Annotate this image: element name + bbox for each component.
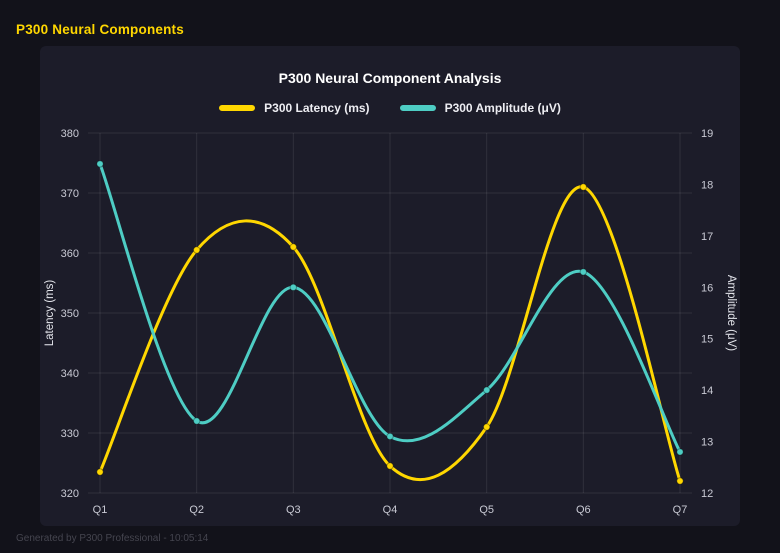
x-axis-tick: Q1 [93, 504, 108, 516]
left-axis-title: Latency (ms) [44, 280, 56, 347]
x-axis-tick: Q6 [576, 504, 591, 516]
y-axis-right-tick: 13 [701, 437, 713, 449]
x-axis-tick: Q5 [479, 504, 494, 516]
data-point[interactable] [193, 417, 201, 425]
y-axis-left-tick: 330 [61, 428, 79, 440]
y-axis-right-tick: 14 [701, 385, 713, 397]
chart-title: P300 Neural Component Analysis [278, 70, 502, 86]
data-point[interactable] [676, 448, 684, 456]
data-point[interactable] [579, 268, 587, 276]
data-point[interactable] [386, 432, 394, 441]
y-axis-right-tick: 16 [701, 282, 713, 294]
data-point[interactable] [289, 283, 298, 292]
right-axis-title: Amplitude (μV) [725, 275, 737, 351]
line-chart: 320 330 340 350 360 370 380 12 13 14 15 16 17 18 19 Q1 Q… [44, 128, 737, 516]
legend-marker [399, 105, 436, 111]
y-axis-left-tick: 350 [61, 308, 79, 320]
y-axis-left-tick: 340 [61, 368, 79, 380]
data-point[interactable] [676, 477, 684, 485]
page-title: P300 Neural Components [16, 22, 184, 37]
x-axis-tick: Q4 [383, 504, 398, 516]
data-point[interactable] [579, 183, 587, 191]
data-point[interactable] [289, 243, 298, 251]
data-point[interactable] [386, 462, 394, 470]
data-point[interactable] [96, 160, 104, 168]
x-axis-tick: Q2 [189, 504, 204, 516]
chart-panel: P300 Neural Component Analysis P300 Late… [40, 46, 740, 526]
y-axis-left-tick: 360 [61, 248, 79, 260]
y-axis-right-tick: 17 [701, 231, 713, 243]
x-axis-tick: Q7 [673, 504, 688, 516]
legend-marker [219, 105, 256, 111]
y-axis-right-tick: 12 [701, 488, 713, 500]
legend-item-1[interactable]: P300 Latency (ms) [219, 101, 370, 115]
y-axis-right-tick: 19 [701, 128, 713, 140]
y-axis-left-tick: 370 [61, 188, 79, 200]
data-point[interactable] [483, 423, 491, 431]
y-axis-left-tick: 380 [61, 128, 79, 140]
data-point[interactable] [483, 386, 491, 394]
data-point[interactable] [193, 246, 201, 254]
footer-note: Generated by P300 Professional - 10:05:1… [16, 533, 209, 544]
x-axis-tick: Q3 [286, 504, 301, 516]
data-point[interactable] [96, 468, 104, 476]
chart-legend: P300 Latency (ms) P300 Amplitude (μV) [40, 101, 740, 115]
legend-label: P300 Amplitude (μV) [444, 101, 561, 115]
legend-label: P300 Latency (ms) [264, 101, 370, 115]
y-axis-left-tick: 320 [61, 488, 79, 500]
y-axis-right-tick: 15 [701, 334, 713, 346]
y-axis-right-tick: 18 [701, 179, 713, 191]
legend-item-2[interactable]: P300 Amplitude (μV) [399, 101, 561, 115]
